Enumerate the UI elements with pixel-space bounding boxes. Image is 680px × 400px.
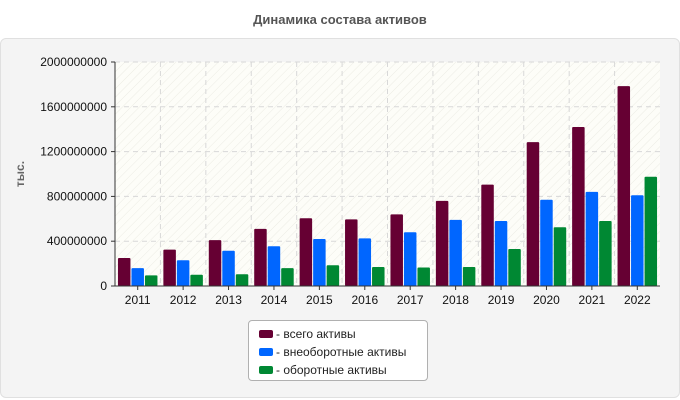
y-tick-label: 0 <box>100 279 107 293</box>
legend-swatch-current <box>259 366 273 374</box>
bar-current-2018 <box>462 266 476 286</box>
bar-current-2012 <box>190 274 203 286</box>
x-tick-label: 2015 <box>306 293 333 307</box>
bar-noncurrent-2015 <box>313 238 326 286</box>
bar-total-2021 <box>572 126 585 287</box>
bar-noncurrent-2018 <box>449 219 462 286</box>
bar-noncurrent-2013 <box>222 250 235 286</box>
chart-title: Динамика состава активов <box>253 12 427 27</box>
bar-current-2013 <box>235 274 249 286</box>
x-tick-label: 2020 <box>533 293 560 307</box>
bar-noncurrent-2017 <box>403 232 417 286</box>
bar-total-2016 <box>345 219 358 286</box>
bar-current-2016 <box>372 266 385 286</box>
x-tick-label: 2018 <box>442 293 469 307</box>
bar-total-2020 <box>526 142 540 286</box>
bar-noncurrent-2022 <box>631 195 644 286</box>
bar-current-2017 <box>417 267 430 286</box>
bar-total-2019 <box>481 184 494 286</box>
x-tick-label: 2022 <box>624 293 651 307</box>
x-tick-label: 2016 <box>351 293 378 307</box>
y-tick-label: 400000000 <box>47 234 107 248</box>
x-tick-label: 2021 <box>579 293 606 307</box>
y-tick-label: 800000000 <box>47 189 107 203</box>
legend: - всего активы - внеоборотные активы - о… <box>248 320 428 381</box>
y-tick-label: 1200000000 <box>40 145 107 159</box>
legend-item-noncurrent: - внеоборотные активы <box>259 343 427 361</box>
y-axis-label: тыс. <box>13 161 27 187</box>
legend-label-current: - оборотные активы <box>276 363 387 377</box>
bar-total-2018 <box>435 200 449 286</box>
bar-total-2013 <box>208 240 222 286</box>
bar-total-2017 <box>390 214 403 286</box>
bar-total-2022 <box>617 86 631 286</box>
bar-current-2011 <box>144 275 158 286</box>
bar-noncurrent-2014 <box>267 246 281 286</box>
y-tick-label: 2000000000 <box>40 55 107 69</box>
bar-noncurrent-2021 <box>585 191 599 286</box>
y-tick-label: 1600000000 <box>40 100 107 114</box>
legend-item-current: - оборотные активы <box>259 361 427 379</box>
bar-noncurrent-2016 <box>358 238 372 286</box>
bar-current-2020 <box>553 227 567 286</box>
bar-total-2012 <box>163 249 176 286</box>
legend-label-total: - всего активы <box>276 327 356 341</box>
x-tick-label: 2013 <box>215 293 242 307</box>
x-tick-label: 2012 <box>170 293 197 307</box>
bar-total-2011 <box>117 258 131 286</box>
bar-noncurrent-2011 <box>131 268 144 286</box>
legend-swatch-total <box>259 330 273 338</box>
bar-noncurrent-2012 <box>176 260 190 286</box>
bar-current-2022 <box>644 176 658 286</box>
bar-current-2021 <box>599 221 612 286</box>
legend-label-noncurrent: - внеоборотные активы <box>276 345 407 359</box>
bar-current-2015 <box>326 265 340 286</box>
bar-total-2015 <box>299 218 313 286</box>
legend-item-total: - всего активы <box>259 325 427 343</box>
x-tick-label: 2017 <box>397 293 424 307</box>
x-tick-label: 2011 <box>125 293 151 307</box>
x-tick-label: 2014 <box>261 293 288 307</box>
bar-total-2014 <box>254 228 267 286</box>
bar-current-2019 <box>508 249 521 286</box>
legend-swatch-noncurrent <box>259 348 273 356</box>
bar-current-2014 <box>281 268 294 286</box>
bar-noncurrent-2020 <box>540 199 553 286</box>
bar-noncurrent-2019 <box>494 221 508 286</box>
x-tick-label: 2019 <box>488 293 515 307</box>
